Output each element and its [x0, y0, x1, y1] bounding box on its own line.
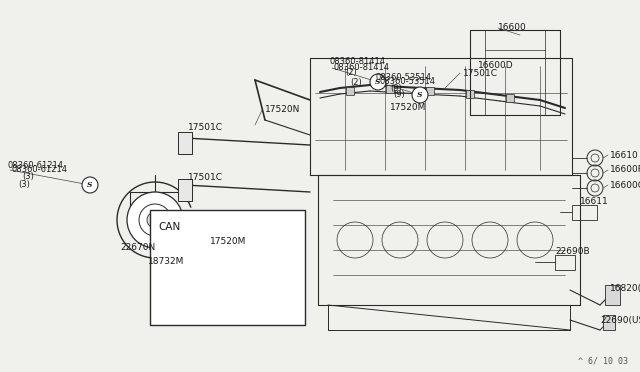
Circle shape: [147, 212, 163, 228]
Text: 08360-53514: 08360-53514: [375, 74, 431, 83]
Text: 08360-81414: 08360-81414: [334, 64, 390, 73]
Bar: [267, 252, 273, 278]
Text: 22690(USA): 22690(USA): [600, 315, 640, 324]
Circle shape: [82, 177, 98, 193]
Bar: [150, 210, 305, 325]
Circle shape: [412, 87, 428, 103]
Bar: [603, 315, 615, 330]
Bar: [192, 252, 198, 278]
Bar: [178, 179, 192, 201]
Circle shape: [370, 74, 386, 90]
Bar: [232, 252, 238, 278]
Text: 17501C: 17501C: [463, 68, 498, 77]
Text: 17501C: 17501C: [188, 173, 223, 183]
Bar: [555, 255, 575, 270]
Text: S: S: [375, 78, 381, 86]
Bar: [506, 94, 514, 102]
Text: 17520M: 17520M: [390, 103, 426, 112]
Text: ^ 6/ 10 03: ^ 6/ 10 03: [578, 356, 628, 365]
Text: 08360-61214: 08360-61214: [8, 160, 64, 170]
Text: 17520M: 17520M: [210, 237, 246, 247]
Text: 22690B: 22690B: [555, 247, 589, 257]
Text: 16600F: 16600F: [610, 166, 640, 174]
Text: 16610: 16610: [610, 151, 639, 160]
Text: 08360-61214: 08360-61214: [12, 166, 68, 174]
Text: (2): (2): [345, 67, 356, 77]
Text: 16600: 16600: [498, 23, 527, 32]
Text: 16611: 16611: [580, 198, 609, 206]
Bar: [386, 85, 394, 93]
Text: 22670N: 22670N: [120, 244, 156, 253]
Bar: [178, 132, 192, 154]
Text: 08360-81414: 08360-81414: [330, 58, 386, 67]
Bar: [346, 87, 354, 95]
Text: (3): (3): [18, 180, 30, 189]
Text: 17501C: 17501C: [188, 124, 223, 132]
Bar: [160, 258, 168, 280]
Text: (9): (9): [393, 90, 404, 99]
Text: 08360-53514: 08360-53514: [380, 77, 436, 87]
Text: S: S: [87, 181, 93, 189]
Text: 16600G: 16600G: [610, 180, 640, 189]
Bar: [466, 90, 474, 98]
Bar: [572, 205, 597, 220]
Bar: [426, 87, 434, 95]
Text: 16600D: 16600D: [478, 61, 514, 70]
Text: (2): (2): [350, 77, 362, 87]
Bar: [605, 285, 620, 305]
Text: S: S: [417, 91, 423, 99]
Text: 18732M: 18732M: [148, 257, 184, 266]
Text: 17520N: 17520N: [265, 106, 300, 115]
Text: (3): (3): [22, 171, 34, 180]
Circle shape: [127, 192, 183, 248]
Text: (9): (9): [390, 83, 402, 93]
Bar: [291, 255, 299, 277]
Text: 16820(USA): 16820(USA): [610, 283, 640, 292]
Text: CAN: CAN: [158, 222, 180, 232]
